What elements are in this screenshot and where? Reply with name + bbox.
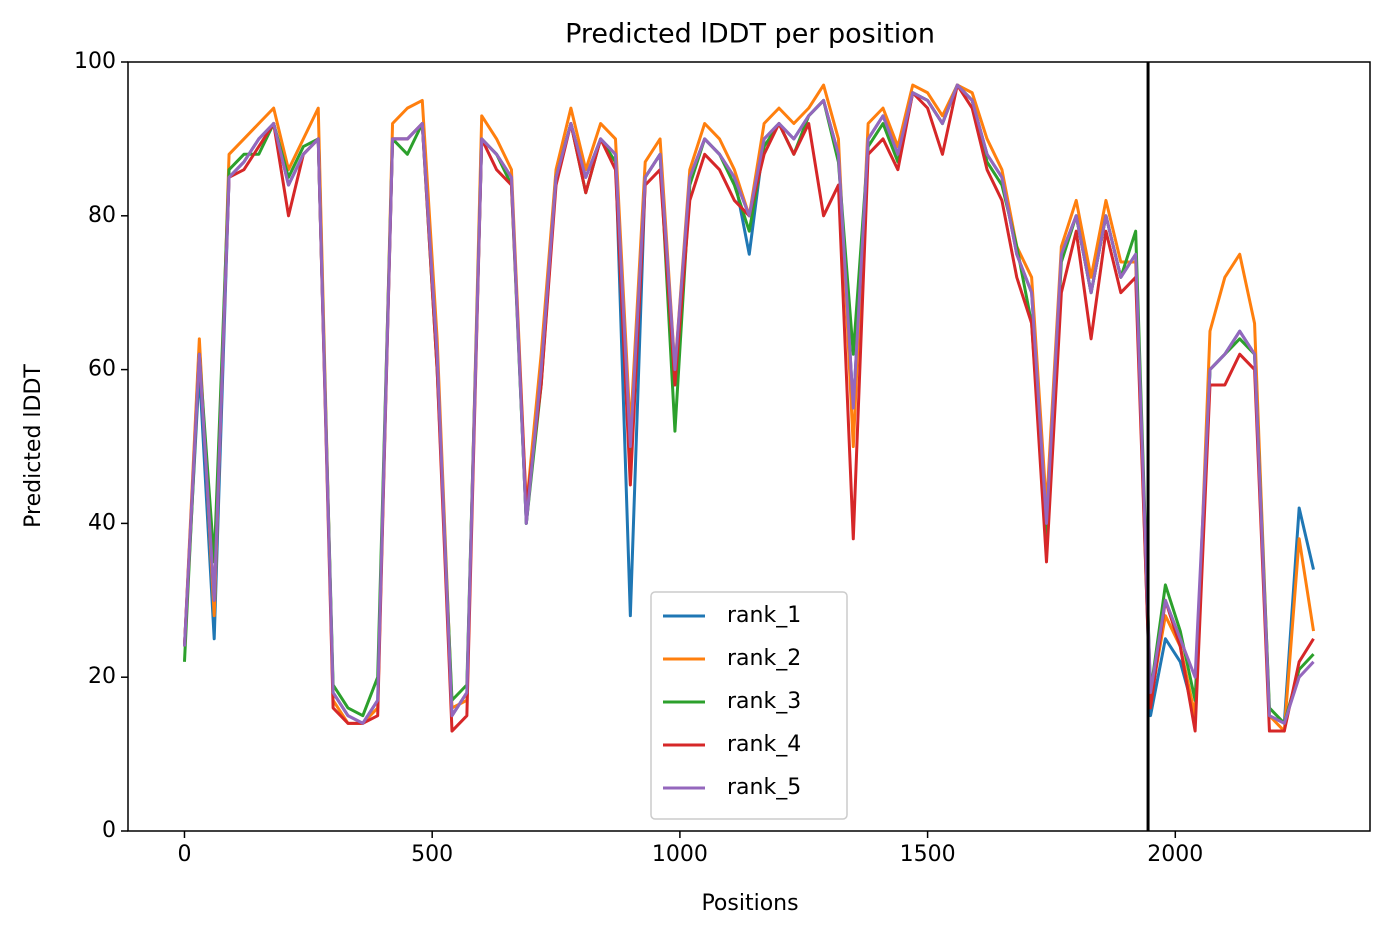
x-tick-label: 1500 bbox=[900, 842, 956, 867]
y-tick-label: 20 bbox=[88, 664, 116, 689]
legend-label: rank_4 bbox=[727, 732, 801, 757]
x-tick-label: 2000 bbox=[1147, 842, 1203, 867]
legend-label: rank_1 bbox=[727, 603, 801, 628]
plot-frame bbox=[127, 61, 1371, 832]
series-line bbox=[182, 83, 1315, 725]
x-axis-label: Positions bbox=[701, 891, 798, 916]
legend-label: rank_3 bbox=[727, 689, 801, 714]
x-tick-label: 1000 bbox=[652, 842, 708, 867]
chart-title: Predicted lDDT per position bbox=[565, 19, 935, 50]
x-tick-label: 0 bbox=[177, 842, 191, 867]
legend: rank_1 rank_2 rank_3 rank_4 rank_5 bbox=[650, 591, 848, 820]
y-tick-label: 0 bbox=[102, 818, 116, 843]
y-tick-label: 100 bbox=[74, 49, 116, 74]
y-axis-label: Predicted lDDT bbox=[21, 364, 46, 528]
legend-label: rank_5 bbox=[727, 775, 801, 800]
series-line bbox=[182, 83, 1315, 725]
y-tick-label: 60 bbox=[88, 357, 116, 382]
y-tick-label: 40 bbox=[88, 510, 116, 535]
legend-label: rank_2 bbox=[727, 646, 801, 671]
x-tick-label: 500 bbox=[411, 842, 453, 867]
legend-box bbox=[650, 591, 848, 820]
y-tick-label: 80 bbox=[88, 203, 116, 228]
